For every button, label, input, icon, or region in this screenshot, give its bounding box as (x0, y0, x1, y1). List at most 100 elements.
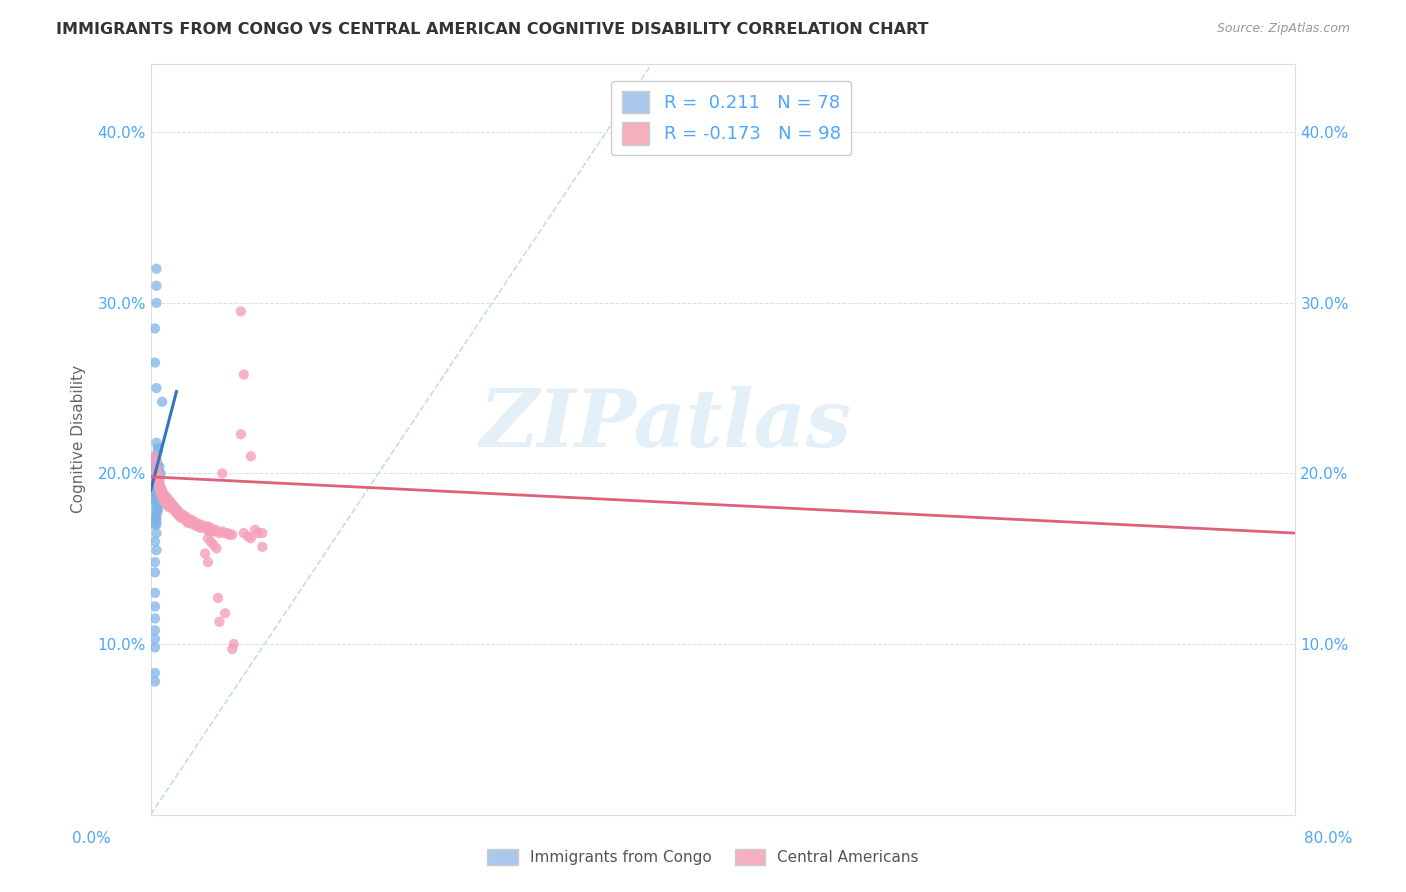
Point (143, 480, 166, 494)
Point (143, 624, 166, 638)
Point (145, 526, 167, 541)
Point (236, 529, 259, 543)
Point (148, 478, 170, 492)
Point (148, 483, 170, 498)
Point (155, 493, 177, 508)
Point (143, 599, 166, 614)
Point (162, 499, 184, 513)
Point (222, 637, 245, 651)
Point (190, 517, 212, 532)
Point (176, 510, 198, 524)
Point (145, 454, 167, 468)
Point (150, 487, 173, 501)
Point (183, 514, 205, 528)
Point (146, 467, 169, 481)
Point (145, 435, 167, 450)
Point (145, 261, 167, 276)
Point (163, 500, 186, 515)
Point (143, 463, 166, 477)
Point (143, 491, 166, 505)
Point (143, 470, 166, 484)
Point (145, 483, 167, 498)
Point (252, 540, 274, 554)
Point (145, 500, 167, 515)
Point (143, 566, 166, 580)
Point (239, 450, 262, 464)
Point (193, 519, 215, 533)
Point (145, 504, 167, 518)
Point (146, 441, 169, 455)
Point (145, 461, 167, 475)
Point (198, 524, 221, 539)
Point (200, 534, 222, 549)
Point (146, 471, 169, 485)
Point (163, 504, 186, 518)
Point (146, 470, 169, 484)
Point (232, 526, 254, 541)
Point (194, 547, 217, 561)
Point (214, 607, 236, 621)
Point (150, 483, 173, 498)
Point (155, 491, 177, 505)
Point (177, 516, 200, 530)
Point (152, 491, 174, 505)
Point (143, 458, 166, 472)
Point (145, 278, 167, 293)
Point (205, 524, 228, 539)
Legend: Immigrants from Congo, Central Americans: Immigrants from Congo, Central Americans (481, 843, 925, 871)
Point (152, 493, 174, 508)
Text: IMMIGRANTS FROM CONGO VS CENTRAL AMERICAN COGNITIVE DISABILITY CORRELATION CHART: IMMIGRANTS FROM CONGO VS CENTRAL AMERICA… (56, 22, 929, 37)
Point (173, 509, 195, 524)
Point (157, 500, 180, 515)
Point (180, 512, 202, 526)
Point (145, 452, 167, 467)
Point (146, 480, 169, 494)
Point (148, 467, 170, 481)
Point (143, 476, 166, 491)
Point (162, 502, 184, 516)
Point (221, 528, 243, 542)
Point (229, 304, 252, 318)
Point (156, 495, 179, 509)
Point (239, 531, 262, 545)
Point (174, 512, 197, 526)
Point (183, 517, 205, 532)
Point (177, 512, 200, 526)
Point (143, 450, 166, 464)
Point (143, 450, 166, 464)
Point (207, 591, 229, 605)
Point (149, 483, 172, 498)
Point (143, 674, 166, 689)
Point (243, 523, 266, 537)
Point (229, 427, 252, 442)
Point (159, 495, 181, 509)
Point (145, 487, 167, 501)
Point (146, 483, 169, 498)
Point (169, 509, 191, 524)
Point (153, 489, 176, 503)
Point (143, 487, 166, 501)
Point (150, 491, 173, 505)
Point (149, 467, 172, 481)
Point (146, 473, 169, 487)
Point (146, 487, 169, 501)
Point (166, 502, 188, 516)
Point (146, 475, 169, 489)
Point (160, 497, 183, 511)
Point (155, 497, 177, 511)
Point (150, 394, 173, 409)
Point (145, 543, 167, 558)
Y-axis label: Cognitive Disability: Cognitive Disability (72, 365, 86, 514)
Point (148, 473, 170, 487)
Point (166, 506, 188, 520)
Point (145, 508, 167, 522)
Point (170, 510, 193, 524)
Point (145, 517, 167, 532)
Point (169, 506, 191, 520)
Point (145, 480, 167, 494)
Point (148, 475, 170, 489)
Point (157, 493, 180, 508)
Point (143, 473, 166, 487)
Point (159, 499, 181, 513)
Point (197, 555, 219, 569)
